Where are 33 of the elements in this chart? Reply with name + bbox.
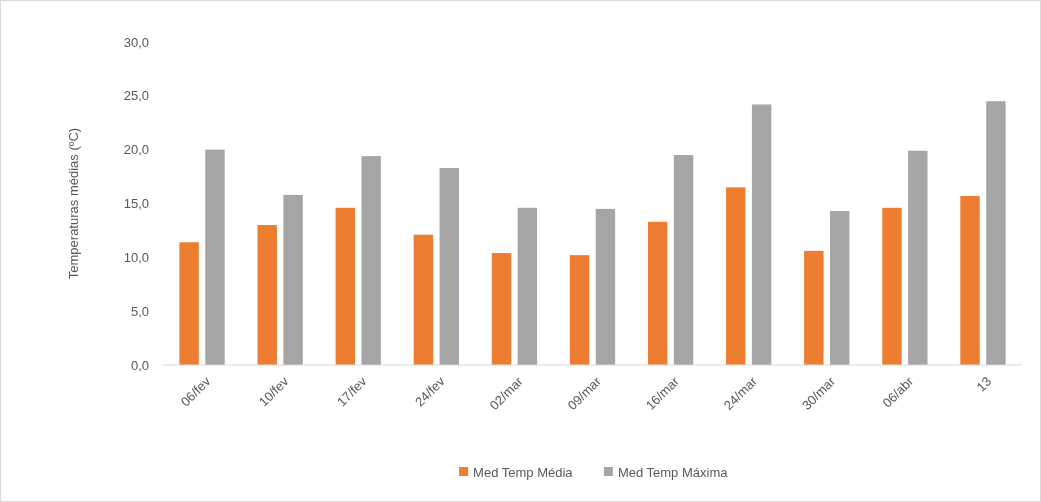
y-tick-label: 20,0 xyxy=(123,142,149,158)
bar xyxy=(960,195,980,365)
legend-label: Med Temp Máxima xyxy=(617,464,729,480)
bar xyxy=(830,211,850,365)
y-tick-label: 15,0 xyxy=(123,196,149,212)
bar xyxy=(517,207,538,365)
y-tick-label: 10,0 xyxy=(123,249,149,265)
bar xyxy=(179,242,199,365)
bar xyxy=(283,194,303,365)
bar xyxy=(986,101,1006,365)
y-axis-title: Temperaturas médias (ºC) xyxy=(66,127,81,280)
bar xyxy=(569,255,590,365)
y-tick-label: 0,0 xyxy=(130,357,149,373)
bar xyxy=(595,208,616,365)
bar xyxy=(335,207,355,365)
x-tick-label: 13 xyxy=(973,373,995,395)
bar xyxy=(491,253,512,365)
bar xyxy=(361,156,381,365)
bar xyxy=(726,187,746,365)
legend-label: Med Temp Média xyxy=(473,464,574,480)
bar xyxy=(751,104,772,365)
bar xyxy=(439,167,459,365)
bar xyxy=(205,149,225,365)
y-tick-label: 5,0 xyxy=(130,303,149,319)
bar xyxy=(413,234,434,365)
y-tick-label: 30,0 xyxy=(123,34,149,50)
y-tick-label: 25,0 xyxy=(123,88,149,104)
bar xyxy=(908,150,928,365)
bar xyxy=(673,155,694,365)
bar xyxy=(647,221,668,365)
bar xyxy=(257,225,277,365)
bar xyxy=(882,207,902,365)
bar xyxy=(804,250,824,365)
